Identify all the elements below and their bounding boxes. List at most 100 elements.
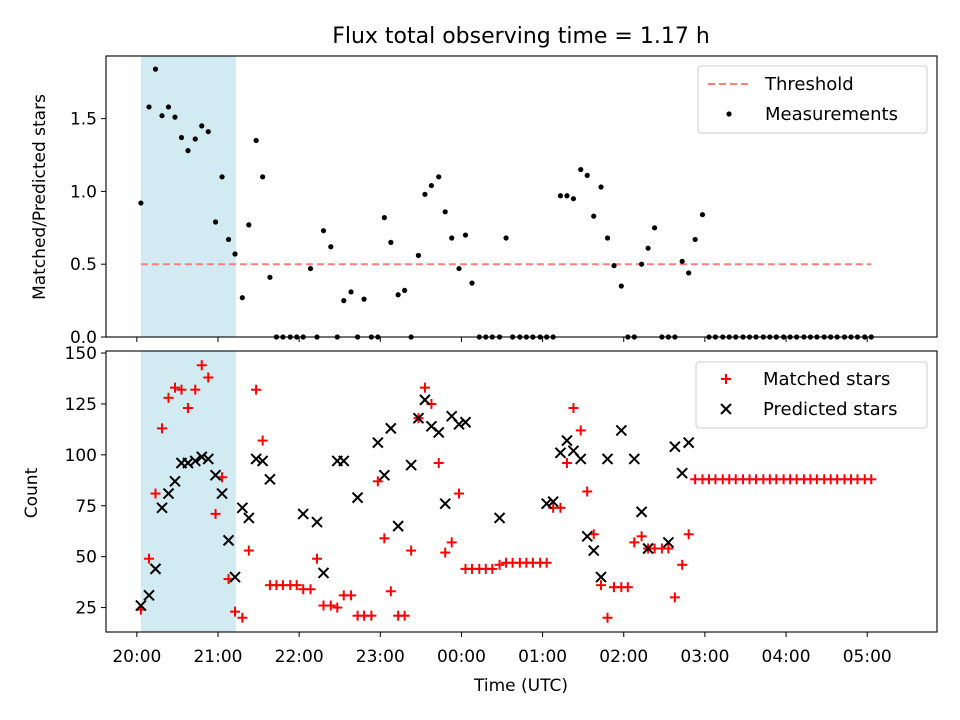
- measurement-point: [395, 292, 401, 298]
- measurement-point: [328, 244, 334, 250]
- y-tick-label: 50: [75, 548, 97, 568]
- measurement-point: [172, 114, 178, 120]
- matched-star-point: [677, 559, 688, 570]
- measurement-point: [146, 104, 152, 110]
- measurement-point: [402, 287, 408, 294]
- bottom-panel: 25 50 75 100 125 150 20:00 21:00 22:00 23:00 00:0…: [22, 344, 938, 696]
- predicted-star-point: [196, 451, 208, 463]
- measurement-point: [557, 193, 564, 199]
- measurement-point: [699, 212, 706, 218]
- predicted-star-point: [615, 424, 628, 437]
- measurement-point: [159, 113, 165, 119]
- measurement-point: [611, 263, 617, 269]
- x-tick-label: 21:00: [193, 647, 242, 667]
- matched-star-point: [568, 403, 579, 414]
- matched-star-point: [575, 425, 586, 436]
- matched-star-point: [582, 486, 593, 497]
- predicted-star-point: [642, 542, 654, 555]
- matched-star-point: [144, 553, 155, 564]
- chart-title: Flux total observing time = 1.17 h: [332, 24, 710, 49]
- matched-star-point: [182, 403, 193, 414]
- measurement-point: [219, 174, 225, 180]
- y-tick-label: 1.0: [70, 182, 97, 202]
- bottom-predicted-stars: [135, 394, 695, 612]
- measurement-point: [178, 134, 185, 141]
- predicted-star-point: [628, 453, 641, 465]
- predicted-star-point: [149, 563, 162, 575]
- measurement-point: [212, 219, 219, 225]
- matched-star-point: [433, 457, 444, 468]
- bottom-matched-stars: [135, 360, 877, 623]
- x-tick-label: 00:00: [437, 647, 486, 667]
- matched-star-point: [305, 584, 316, 595]
- measurement-point: [267, 274, 273, 280]
- measurement-point: [165, 104, 172, 110]
- predicted-star-point: [317, 567, 330, 579]
- y-tick-label: 100: [65, 446, 97, 466]
- predicted-star-point: [243, 512, 255, 524]
- predicted-star-point: [338, 455, 350, 467]
- measurement-point: [679, 258, 685, 264]
- predicted-star-point: [256, 455, 269, 467]
- legend-measurements-label: Measurements: [765, 104, 898, 125]
- measurement-point: [442, 209, 448, 215]
- measurement-point: [307, 265, 314, 272]
- predicted-star-point: [493, 512, 506, 524]
- measurement-point: [645, 245, 651, 251]
- predicted-star-point: [554, 447, 567, 459]
- predicted-star-point: [635, 506, 648, 518]
- x-tick-label: 04:00: [762, 647, 811, 667]
- predicted-star-point: [595, 571, 607, 583]
- measurement-point: [225, 236, 232, 243]
- matched-star-point: [399, 610, 410, 621]
- predicted-star-point: [209, 469, 222, 481]
- bottom-y-axis-label: Count: [22, 467, 42, 518]
- predicted-star-point: [433, 426, 445, 439]
- measurement-point: [591, 213, 597, 219]
- predicted-star-point: [419, 394, 431, 406]
- predicted-star-point: [372, 436, 384, 449]
- top-axes-frame: [105, 55, 938, 338]
- measurement-point: [185, 148, 191, 154]
- legend-threshold-label: Threshold: [764, 74, 854, 95]
- predicted-star-point: [351, 491, 364, 504]
- predicted-star-point: [264, 473, 276, 485]
- x-tick-label: 01:00: [518, 647, 567, 667]
- predicted-star-point: [405, 459, 417, 471]
- matched-star-point: [291, 580, 302, 591]
- matched-star-point: [210, 508, 221, 519]
- predicted-star-point: [385, 422, 397, 435]
- matched-star-point: [596, 580, 607, 591]
- legend-measurements-swatch: [726, 111, 732, 117]
- legend-matched-swatch: [721, 374, 731, 384]
- y-tick-label: 150: [65, 344, 97, 364]
- measurement-point: [152, 66, 159, 72]
- x-axis-label: Time (UTC): [473, 676, 568, 696]
- matched-star-point: [243, 545, 254, 556]
- measurement-point: [462, 232, 469, 238]
- measurement-point: [361, 296, 367, 302]
- bottom-axes-frame: [105, 350, 938, 633]
- y-tick-label: 125: [65, 395, 97, 415]
- measurement-point: [246, 222, 252, 228]
- top-shaded-span: [140, 56, 236, 337]
- x-tick-label: 05:00: [843, 647, 892, 667]
- matched-star-point: [487, 563, 498, 574]
- matched-star-point: [325, 600, 336, 611]
- predicted-star-point: [662, 536, 675, 549]
- measurement-point: [205, 129, 211, 135]
- matched-star-point: [555, 502, 566, 513]
- top-y-ticks: 0.0 0.5 1.0 1.5: [70, 110, 106, 348]
- predicted-star-point: [439, 498, 451, 510]
- matched-star-point: [237, 612, 248, 623]
- measurement-point: [692, 236, 698, 243]
- x-tick-label: 23:00: [356, 647, 405, 667]
- predicted-star-point: [588, 544, 600, 557]
- predicted-star-point: [202, 453, 214, 465]
- measurement-point: [239, 295, 245, 301]
- measurement-point: [192, 136, 198, 142]
- matched-star-point: [150, 488, 161, 499]
- legend-plus-marker: [721, 374, 731, 384]
- y-tick-label: 0.0: [70, 328, 97, 348]
- matched-star-point: [602, 612, 613, 623]
